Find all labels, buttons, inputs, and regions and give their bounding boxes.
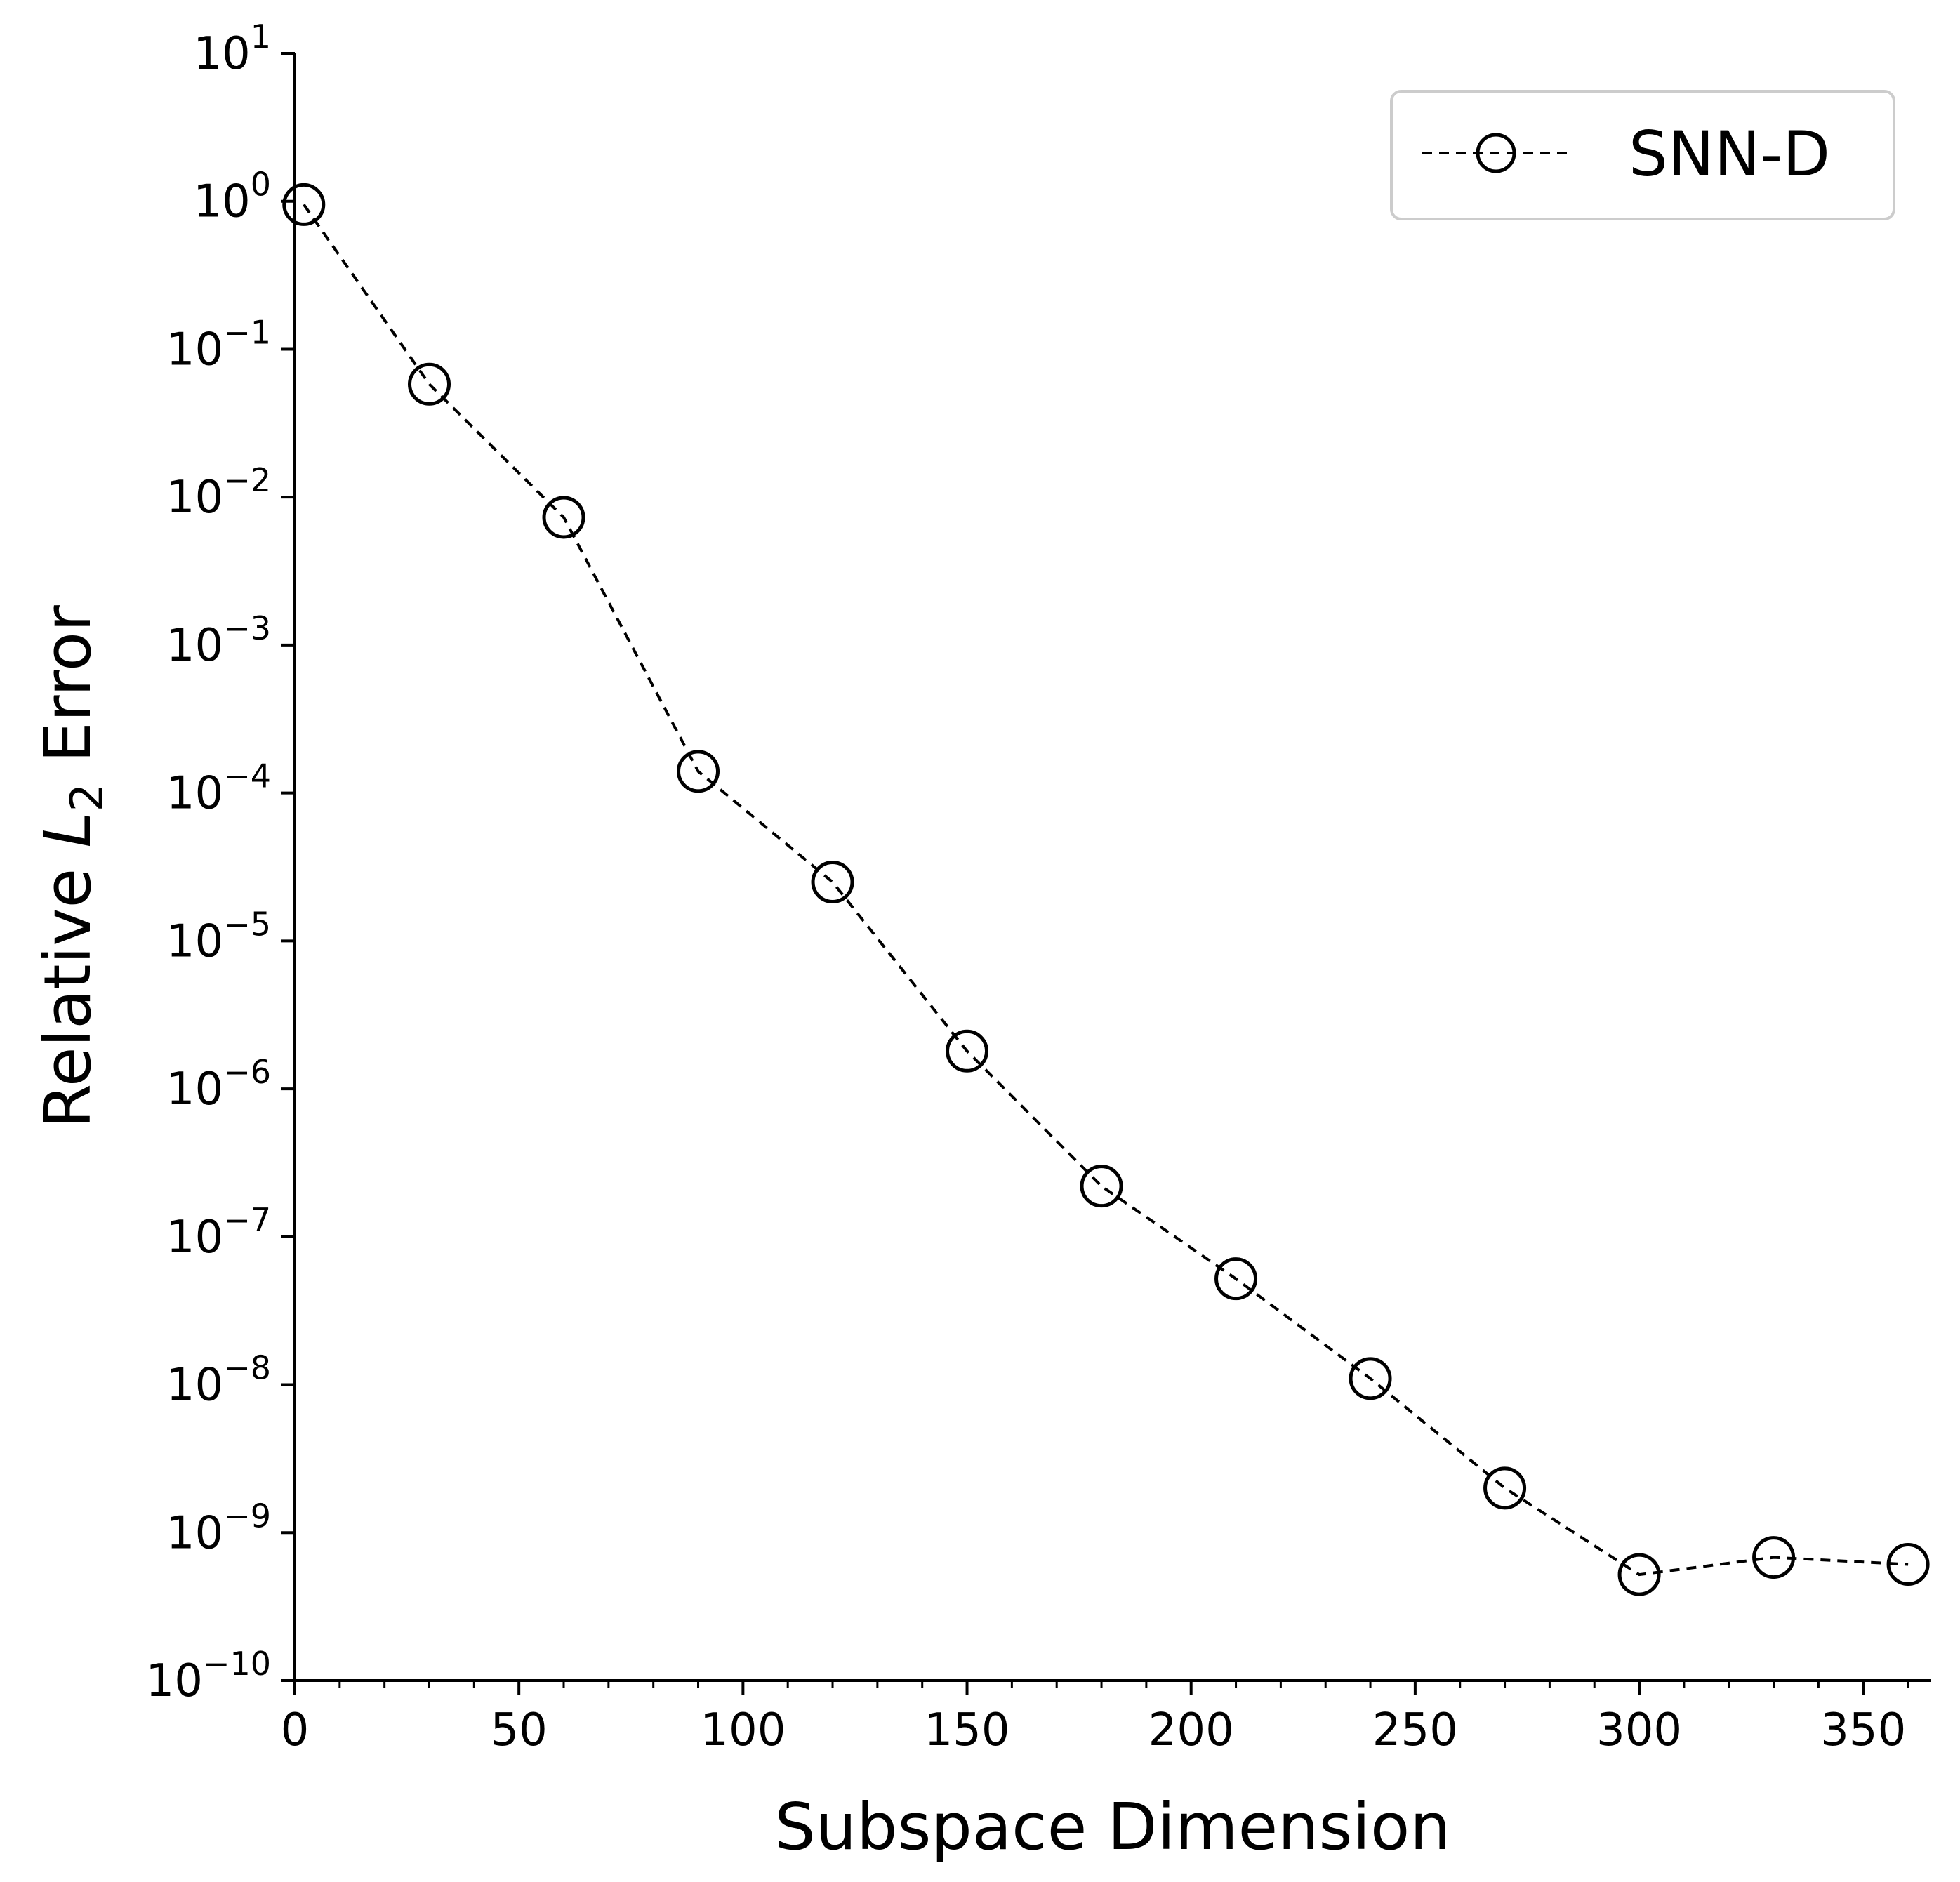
y-tick-label: 10−4 [166,757,271,820]
data-point [677,750,720,793]
x-tick-label: 50 [490,1704,547,1756]
data-point [1752,1536,1796,1579]
data-point [1349,1357,1392,1400]
x-tick-label: 350 [1820,1704,1906,1756]
x-tick-label: 200 [1148,1704,1234,1756]
x-axis-title: Subspace Dimension [774,1789,1450,1864]
plot-area [282,183,1930,1596]
legend-frame [1390,90,1895,220]
data-point [282,183,326,226]
data-point [1080,1165,1123,1208]
y-tick-label: 10−5 [166,905,271,967]
data-point [542,496,585,539]
data-point [1483,1466,1527,1510]
legend: SNN-D [1390,90,1895,220]
y-tick-label: 101 [193,18,271,80]
y-tick-label: 10−6 [166,1053,271,1115]
series-line-snn-d [303,204,1909,1577]
data-point [1214,1257,1258,1301]
data-point [946,1029,989,1073]
y-tick-label: 100 [193,166,271,228]
y-axis-title-subscript: 2 [62,783,114,812]
y-tick-label: 10−8 [166,1349,271,1412]
y-tick-label: 10−2 [166,461,271,524]
data-point [1886,1543,1930,1586]
x-axis-ticks: 0 50 100 150 200 250 300 350 [281,1681,1909,1756]
y-tick-label: 10−1 [166,313,271,376]
data-point [811,861,854,904]
y-axis-title-suffix: Error [30,605,105,783]
y-axis-title-symbol: L [30,811,105,847]
data-point [1617,1553,1661,1596]
y-axis-title-prefix: Relative [30,848,105,1129]
x-tick-label: 0 [281,1704,310,1756]
y-tick-label: 10−10 [145,1645,271,1707]
y-tick-label: 10−7 [166,1201,271,1264]
legend-marker-sample [1476,133,1516,173]
y-tick-label: 10−9 [166,1497,271,1559]
legend-label-snn-d: SNN-D [1629,118,1830,190]
x-tick-label: 250 [1372,1704,1458,1756]
x-tick-label: 300 [1596,1704,1682,1756]
y-tick-label: 10−3 [166,609,271,672]
data-point [408,362,451,406]
x-tick-label: 150 [924,1704,1009,1756]
y-axis-ticks: 101 100 10−1 10−2 10−3 10−4 10−5 10−6 10−7 10−8 10… [145,18,295,1707]
x-tick-label: 100 [700,1704,786,1756]
y-axis-title: Relative L2 Error [30,605,114,1129]
